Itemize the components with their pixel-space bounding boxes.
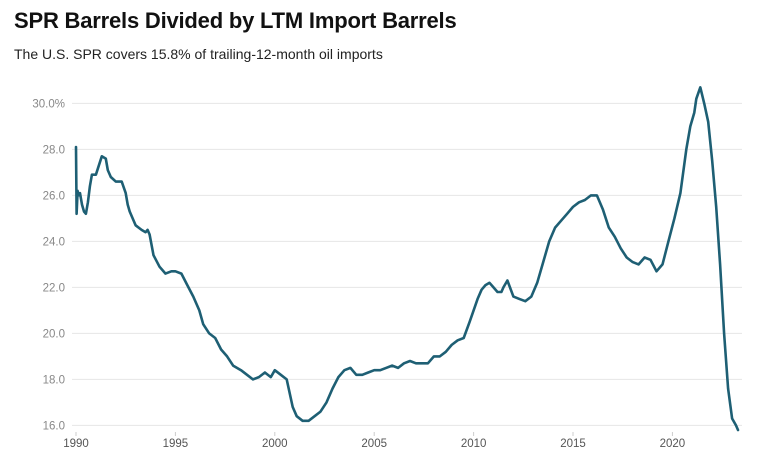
x-axis-ticks: 1990 1995 2000 2005 2010 2015 2020 [63,432,685,450]
series-group [74,86,740,432]
chart-title: SPR Barrels Divided by LTM Import Barrel… [14,8,457,33]
y-tick-label: 30.0% [32,98,65,110]
x-tick-label: 1995 [163,438,189,450]
series-line [74,86,740,432]
x-tick-label: 2015 [560,438,586,450]
y-tick-label: 26.0 [43,190,65,202]
y-tick-label: 22.0 [43,282,65,294]
gridlines [72,102,742,426]
y-tick-label: 24.0 [43,236,65,248]
x-tick-label: 2010 [461,438,487,450]
x-tick-label: 2020 [660,438,686,450]
x-tick-label: 2000 [262,438,288,450]
x-tick-label: 2005 [361,438,387,450]
y-tick-label: 16.0 [43,420,65,432]
chart-subtitle: The U.S. SPR covers 15.8% of trailing-12… [14,46,383,62]
y-axis-ticks: 16.0 18.0 20.0 22.0 24.0 26.0 28.0 30.0% [32,98,65,432]
x-tick-label: 1990 [63,438,89,450]
y-tick-label: 28.0 [43,144,65,156]
y-tick-label: 18.0 [43,374,65,386]
y-tick-label: 20.0 [43,328,65,340]
